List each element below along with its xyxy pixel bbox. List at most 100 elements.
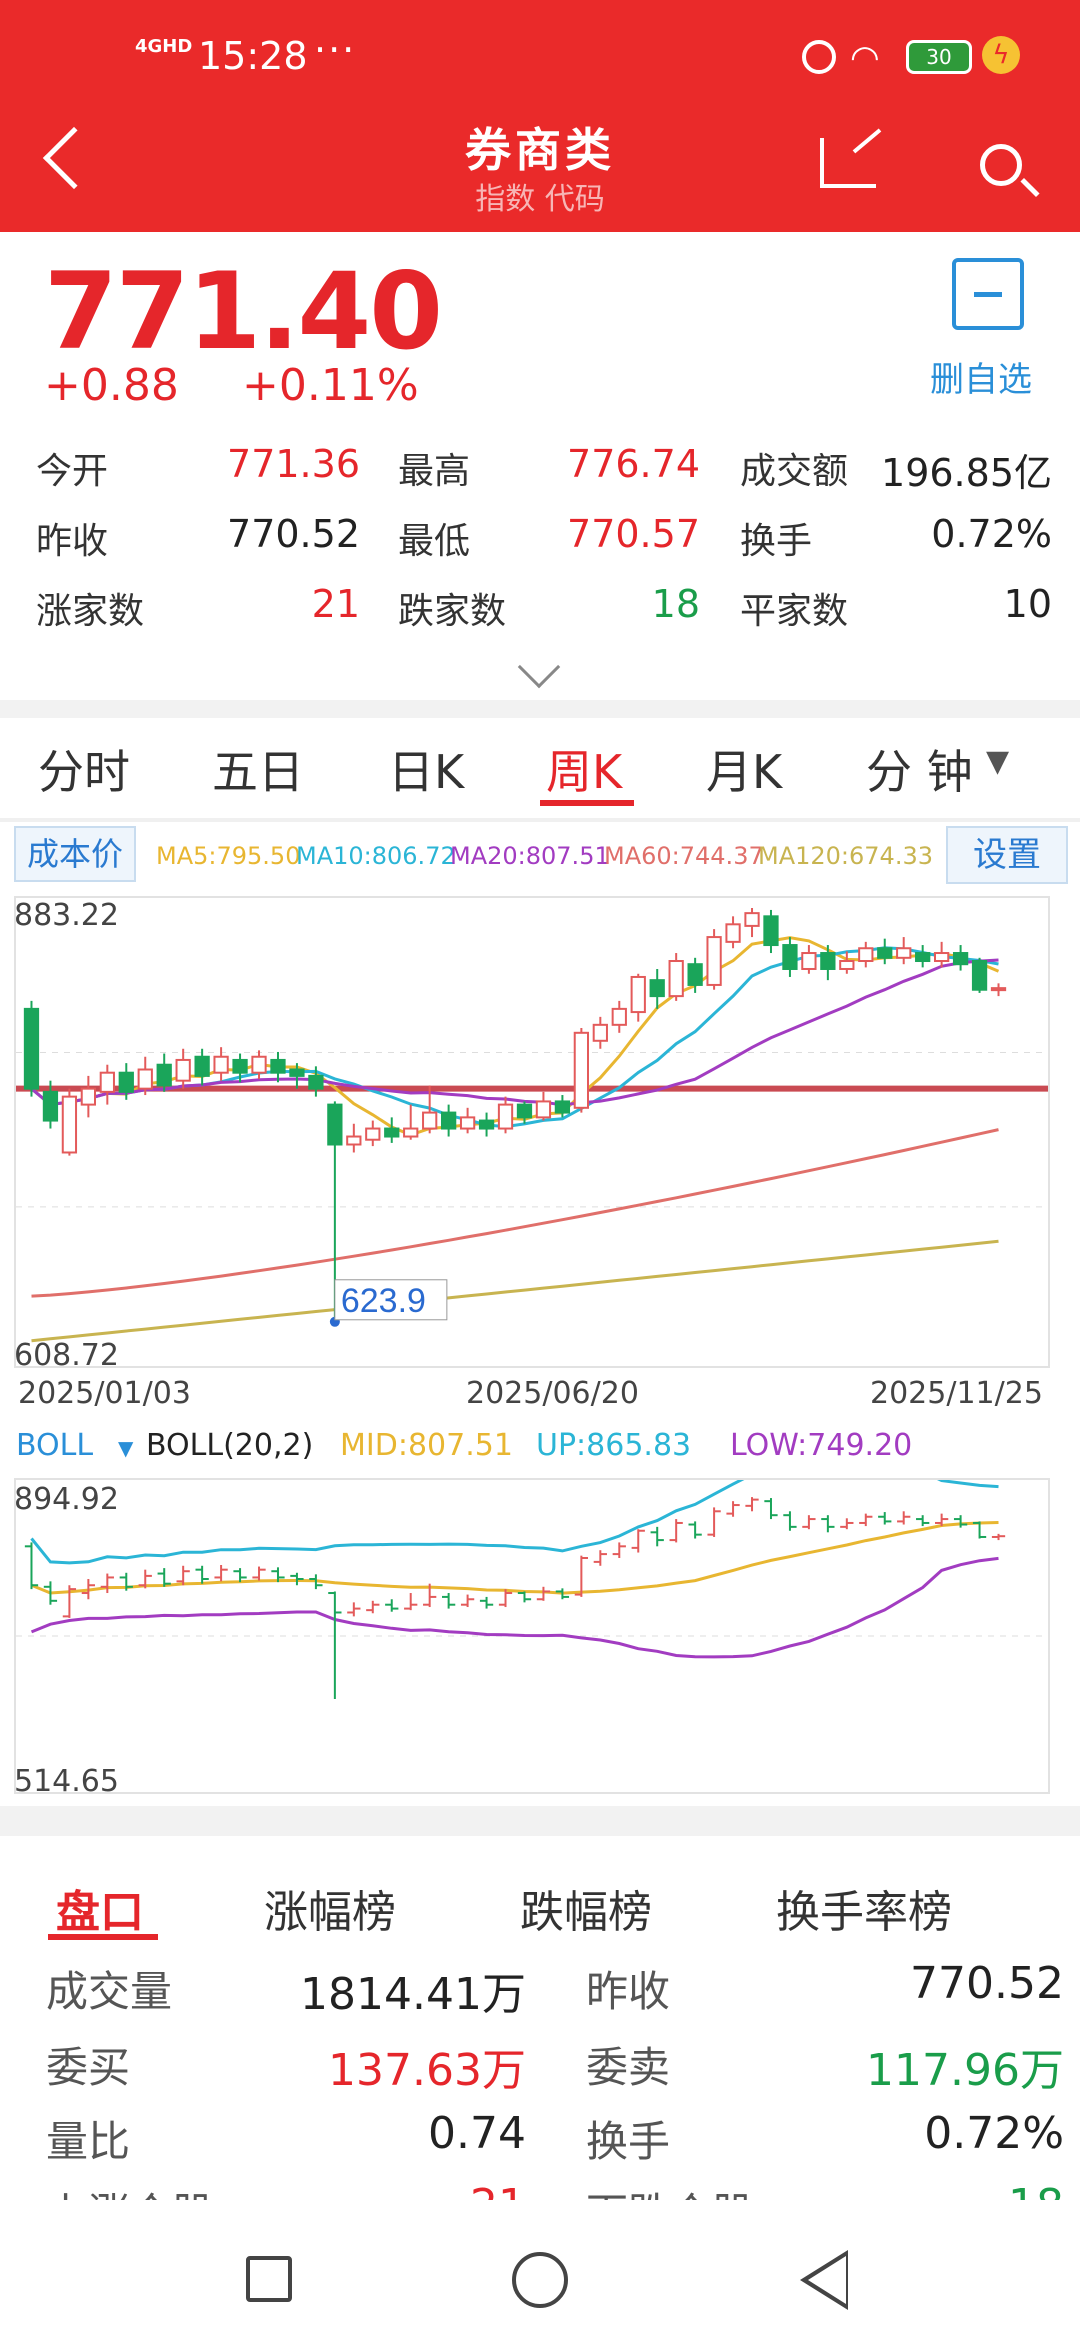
cost-price-button[interactable]: 成本价 <box>14 826 136 882</box>
stat-label: 换手 <box>740 521 813 562</box>
stat-value: 10 <box>1003 582 1052 626</box>
candle-body <box>706 936 722 986</box>
candle-body <box>782 944 798 970</box>
back-nav-icon[interactable] <box>800 2250 848 2310</box>
boll-chart[interactable] <box>14 1461 1050 1794</box>
ma20-line <box>30 958 999 1107</box>
top-bar: 券商类 指数 代码 <box>0 100 1080 220</box>
boll-indicator-selector[interactable]: BOLL <box>16 1428 94 1463</box>
x-axis-label: 2025/11/25 <box>870 1376 1043 1411</box>
candle-body <box>611 1007 627 1026</box>
candle-body <box>896 947 912 959</box>
stat-value: 776.74 <box>567 442 700 486</box>
tab-intraday[interactable]: 分时 <box>38 745 130 799</box>
boll-low-line <box>30 1556 999 1659</box>
tab-monthly-k[interactable]: 月K <box>706 745 783 799</box>
recent-apps-icon[interactable] <box>246 2256 292 2302</box>
tab-turnover[interactable]: 换手率榜 <box>776 1887 952 1938</box>
candle-body <box>232 1058 248 1074</box>
stat-label: 平家数 <box>740 591 849 632</box>
stat-label: 今开 <box>36 451 109 492</box>
stat-value: 117.96万 <box>866 2045 1064 2096</box>
candle-body <box>763 915 779 947</box>
candle-body <box>725 923 741 943</box>
boll-low: LOW:749.20 <box>730 1428 913 1463</box>
app-header: 4GHD 15:28 ··· ◠ 30 ϟ 券商类 指数 代码 <box>0 0 1080 232</box>
stat-label: 涨家数 <box>36 591 145 632</box>
candle-body <box>61 1095 78 1154</box>
candle-body <box>270 1058 286 1074</box>
stat-label: 最高 <box>398 451 471 492</box>
candle-body <box>194 1055 210 1077</box>
candle-body <box>630 975 646 1014</box>
candle-body <box>251 1055 267 1074</box>
kline-chart[interactable]: 623.9 <box>14 896 1050 1368</box>
candle-body <box>440 1111 457 1130</box>
search-icon[interactable] <box>980 144 1022 186</box>
expand-chevron-icon[interactable] <box>517 645 561 689</box>
candle-body <box>156 1063 172 1087</box>
boll-up: UP:865.83 <box>536 1428 692 1463</box>
stat-label: 昨收 <box>36 521 109 562</box>
y-axis-bottom-label: 608.72 <box>14 1338 119 1373</box>
candle-body <box>971 960 988 991</box>
candle-body <box>592 1023 608 1042</box>
stat-value: 770.52 <box>910 1958 1064 2009</box>
candle-body <box>403 1127 419 1138</box>
tab-daily-k[interactable]: 日K <box>388 745 465 799</box>
remove-watchlist-label[interactable]: 删自选 <box>930 360 1032 400</box>
tab-weekly-k[interactable]: 周K <box>546 745 623 799</box>
stat-value: 771.36 <box>227 442 360 486</box>
boll-mid: MID:807.51 <box>340 1428 513 1463</box>
low-marker-box <box>334 1279 448 1321</box>
ma10-label: MA10:806.72 <box>296 842 456 870</box>
tab-five-day[interactable]: 五日 <box>212 745 304 799</box>
status-bar: 4GHD 15:28 ··· ◠ 30 ϟ <box>0 28 1080 84</box>
stat-value: 770.52 <box>227 512 360 556</box>
stat-label: 量比 <box>46 2117 131 2166</box>
candle-body <box>497 1103 514 1130</box>
active-tab-indicator <box>48 1934 158 1940</box>
tab-losers[interactable]: 跌幅榜 <box>520 1887 652 1938</box>
stat-label: 委卖 <box>586 2043 671 2092</box>
system-nav-bar <box>0 2200 1080 2340</box>
candle-body <box>289 1068 305 1077</box>
tab-minute[interactable]: 分 钟 <box>866 745 973 799</box>
tab-gainers[interactable]: 涨幅榜 <box>264 1887 396 1938</box>
home-icon[interactable] <box>512 2252 568 2308</box>
candle-body <box>687 963 703 986</box>
tab-order-book[interactable]: 盘口 <box>56 1887 144 1938</box>
stat-label: 委买 <box>46 2043 131 2092</box>
candle-body <box>308 1074 324 1090</box>
candle-body <box>346 1135 362 1146</box>
stat-label: 成交额 <box>740 451 849 492</box>
candle-body <box>858 947 874 963</box>
candle-body <box>933 952 950 963</box>
stat-label: 换手 <box>586 2117 671 2166</box>
x-axis-label: 2025/01/03 <box>18 1376 191 1411</box>
stat-label: 昨收 <box>586 1967 671 2016</box>
dropdown-triangle-icon[interactable]: ▼ <box>986 744 1010 779</box>
candle-body <box>990 987 1007 992</box>
boll-dropdown-icon[interactable]: ▼ <box>118 1436 134 1460</box>
stat-value: 0.72% <box>931 512 1052 556</box>
candle-body <box>42 1090 59 1122</box>
candle-body <box>801 952 817 970</box>
ma5-label: MA5:795.50 <box>156 842 301 870</box>
candle-body <box>23 1007 40 1090</box>
candle-body <box>99 1071 115 1093</box>
divider <box>0 818 1080 822</box>
status-time: 15:28 <box>198 34 308 78</box>
settings-button[interactable]: 设置 <box>946 826 1068 884</box>
candle-body <box>384 1127 400 1138</box>
candle-body <box>839 960 855 970</box>
power-saving-icon: ϟ <box>982 36 1020 74</box>
candle-body <box>915 952 931 963</box>
remove-watchlist-button[interactable] <box>952 258 1024 330</box>
candle-body <box>213 1055 229 1074</box>
share-icon[interactable] <box>820 138 876 188</box>
boll-param: BOLL(20,2) <box>146 1428 314 1463</box>
boll-y-top-label: 894.92 <box>14 1482 119 1517</box>
stat-label: 最低 <box>398 521 471 562</box>
active-tab-indicator <box>540 800 634 806</box>
